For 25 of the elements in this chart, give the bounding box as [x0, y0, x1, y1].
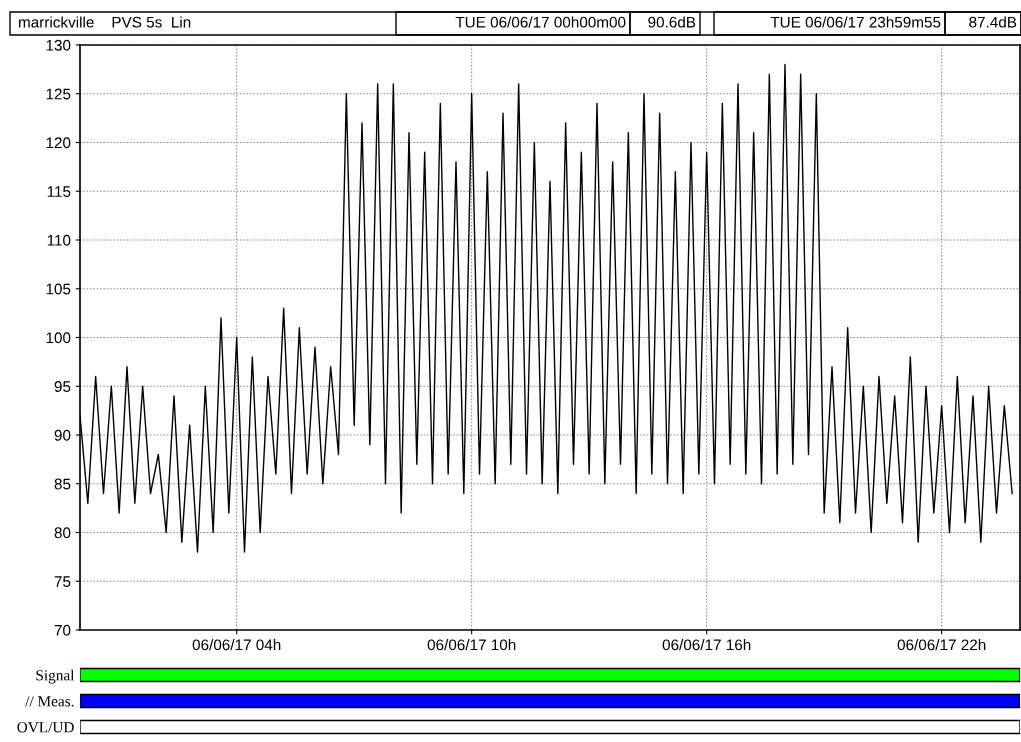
x-tick-label: 06/06/17 16h: [662, 639, 751, 651]
x-tick-label: 06/06/17 10h: [427, 639, 516, 651]
chart-title: marrickville PVS 5s Lin: [19, 16, 191, 28]
x-tick-label: 06/06/17 22h: [897, 639, 986, 651]
y-tick-label: 75: [54, 576, 71, 587]
y-tick-label: 110: [47, 234, 71, 246]
text: 87.4dB: [969, 16, 1017, 28]
y-tick-label: 90: [54, 429, 71, 441]
y-tick-label: 115: [47, 186, 71, 197]
x-tick-label: 06/06/17 04h: [192, 639, 281, 651]
text: TUE 06/06/17 00h00m00: [455, 16, 626, 28]
y-tick-label: 95: [54, 381, 71, 392]
y-tick-label: 80: [54, 527, 71, 539]
y-tick-label: 85: [54, 478, 71, 490]
y-tick-label: 120: [46, 137, 71, 149]
text: 90.6dB: [648, 16, 696, 28]
y-tick-label: 105: [46, 283, 71, 295]
text: TUE 06/06/17 23h59m55: [770, 16, 941, 28]
y-tick-label: // Meas.: [25, 696, 74, 707]
y-tick-label: 125: [46, 88, 71, 100]
y-tick-label: 70: [54, 624, 71, 636]
y-tick-label: 100: [46, 332, 71, 344]
y-tick-label: OVL/UD: [17, 722, 74, 733]
y-tick-label: 130: [46, 39, 71, 51]
y-tick-label: Signal: [36, 669, 75, 684]
